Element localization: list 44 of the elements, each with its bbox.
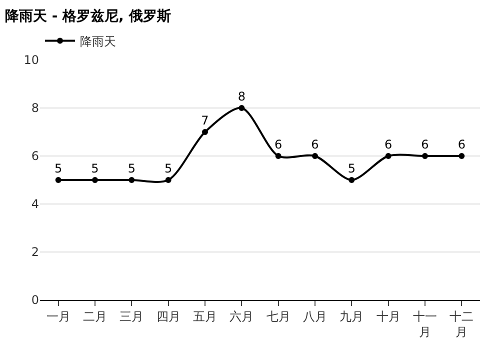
- point: [165, 177, 172, 183]
- y-tick-label: 6: [31, 149, 39, 164]
- y-tick-label: 0: [31, 293, 39, 308]
- legend-label: 降雨天: [80, 34, 116, 48]
- point: [128, 177, 135, 183]
- x-tick-label: 四月: [156, 309, 180, 324]
- point: [348, 177, 355, 183]
- x-tick-label: 十二月: [450, 309, 474, 339]
- point: [385, 153, 392, 159]
- data-label: 8: [238, 89, 246, 104]
- x-tick-label: 六月: [230, 309, 254, 324]
- data-label: 5: [128, 161, 136, 176]
- data-label: 5: [348, 161, 356, 176]
- chart-title: 降雨天 - 格罗兹尼, 俄罗斯: [5, 8, 171, 24]
- x-tick-label: 九月: [340, 309, 364, 324]
- x-tick-label: 一月: [46, 309, 70, 324]
- y-tick-label: 2: [31, 245, 39, 260]
- data-label: 6: [458, 137, 466, 152]
- point: [202, 129, 208, 135]
- point: [458, 153, 465, 159]
- data-label: 5: [91, 161, 99, 176]
- x-tick-label: 七月: [266, 309, 290, 324]
- data-label: 6: [311, 137, 319, 152]
- y-tick-label: 4: [31, 197, 39, 212]
- x-tick-label: 三月: [120, 309, 144, 324]
- point: [92, 177, 98, 183]
- x-tick-label: 二月: [83, 309, 107, 324]
- point: [422, 153, 428, 159]
- x-tick-label: 八月: [303, 309, 327, 324]
- x-tick-label: 五月: [193, 309, 217, 324]
- point: [275, 153, 282, 159]
- y-tick-label: 10: [24, 53, 39, 68]
- data-label: 7: [201, 113, 209, 128]
- data-label: 5: [164, 161, 172, 176]
- data-label: 6: [384, 137, 392, 152]
- point: [312, 153, 318, 159]
- point: [238, 105, 245, 111]
- data-label: 6: [274, 137, 282, 152]
- y-tick-label: 8: [31, 101, 39, 116]
- data-label: 6: [421, 137, 429, 152]
- x-tick-label: 十一月: [413, 309, 437, 339]
- x-tick-label: 十月: [376, 309, 400, 324]
- data-label: 5: [54, 161, 62, 176]
- point: [55, 177, 62, 183]
